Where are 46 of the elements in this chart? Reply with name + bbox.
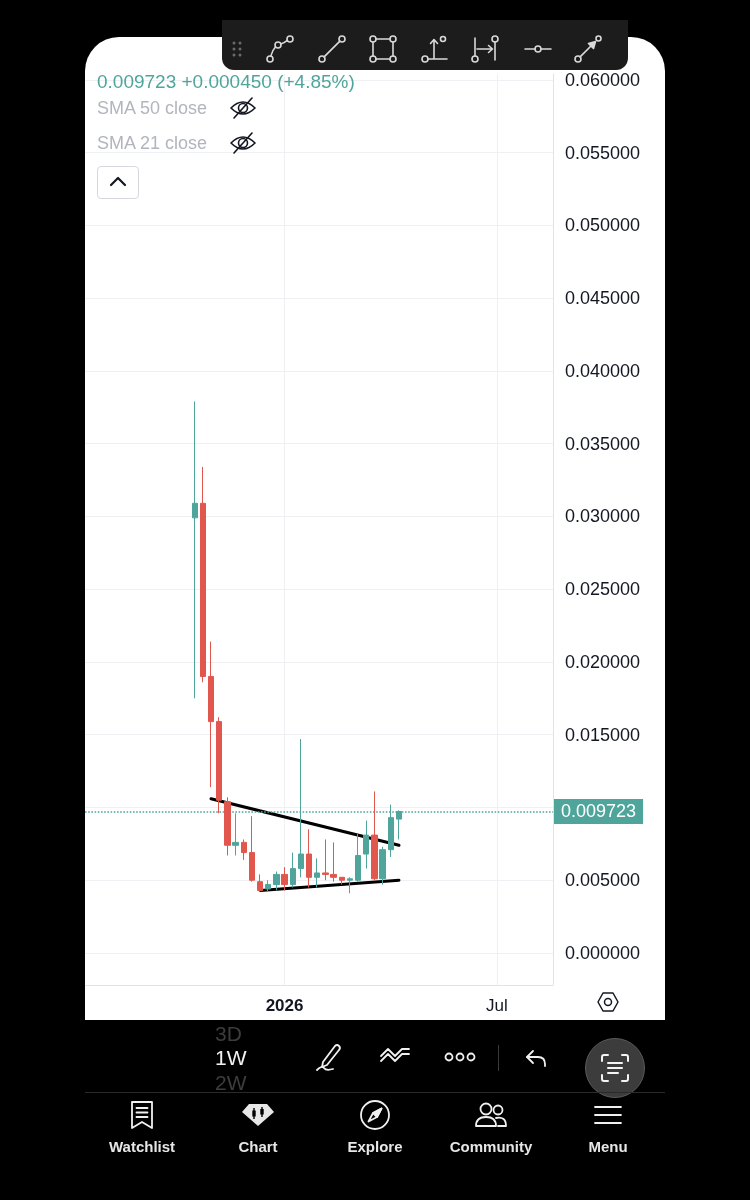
candlestick xyxy=(363,820,369,870)
text: Chart xyxy=(238,1138,278,1155)
annotation: SMA 21 close xyxy=(97,133,208,153)
candlestick xyxy=(347,876,353,894)
text: 1W xyxy=(215,1046,247,1069)
candlestick xyxy=(355,833,361,883)
candlestick xyxy=(379,846,386,886)
y-tick-label: 0.000000 xyxy=(565,942,641,963)
y-tick-label: 0.055000 xyxy=(565,142,641,163)
text: Community xyxy=(449,1138,533,1155)
candlestick xyxy=(192,400,198,699)
candlestick xyxy=(241,838,247,861)
x-tick-label: Jul xyxy=(486,996,508,1015)
candlestick xyxy=(257,873,263,893)
annotation: 0.009723 +0.000450 (+4.85%) xyxy=(97,71,355,92)
text: Watchlist xyxy=(108,1138,176,1155)
candlestick xyxy=(290,852,296,888)
text: 2W xyxy=(215,1071,247,1094)
text: 3D xyxy=(215,1022,242,1045)
y-tick-label: 0.005000 xyxy=(565,870,641,891)
y-tick-label: 0.025000 xyxy=(565,579,641,600)
y-tick-label: 0.060000 xyxy=(565,69,641,90)
candlestick xyxy=(371,790,378,881)
text: Menu xyxy=(588,1138,628,1155)
text: Explore xyxy=(347,1138,403,1155)
y-tick-label: 0.030000 xyxy=(565,506,641,527)
annotation: SMA 50 close xyxy=(97,98,208,118)
y-tick-label: 0.050000 xyxy=(565,215,641,236)
candlestick xyxy=(208,641,214,788)
candlestick xyxy=(281,866,288,891)
candlestick xyxy=(249,815,255,883)
candlestick xyxy=(273,870,280,891)
candlestick xyxy=(200,466,206,683)
candlestick xyxy=(306,828,312,888)
y-tick-label: 0.045000 xyxy=(565,288,641,309)
candlestick xyxy=(339,876,345,886)
y-tick-label: 0.015000 xyxy=(565,724,641,745)
y-tick-label: 0.040000 xyxy=(565,360,641,381)
candlestick xyxy=(314,857,320,888)
ref-line-label: 0.009723 xyxy=(561,801,637,822)
candlestick xyxy=(265,879,271,893)
y-tick-label: 0.020000 xyxy=(565,651,641,672)
x-tick-label: 2026 xyxy=(265,996,304,1015)
candlestick xyxy=(224,796,231,856)
y-tick-label: 0.035000 xyxy=(565,433,641,454)
candlestick xyxy=(216,716,222,814)
